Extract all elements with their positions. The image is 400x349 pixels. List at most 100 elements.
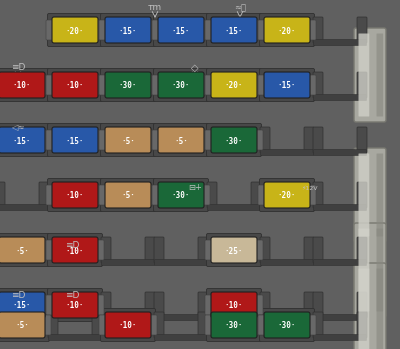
FancyBboxPatch shape: [0, 205, 48, 210]
Text: ·15·: ·15·: [225, 27, 243, 36]
FancyBboxPatch shape: [0, 315, 1, 335]
FancyBboxPatch shape: [46, 20, 54, 40]
FancyBboxPatch shape: [96, 240, 104, 260]
Text: ·30·: ·30·: [225, 136, 243, 146]
FancyBboxPatch shape: [154, 334, 208, 341]
FancyBboxPatch shape: [0, 237, 45, 263]
FancyBboxPatch shape: [251, 182, 261, 208]
FancyBboxPatch shape: [0, 233, 50, 267]
FancyBboxPatch shape: [96, 20, 104, 40]
FancyBboxPatch shape: [314, 95, 366, 101]
FancyBboxPatch shape: [154, 68, 208, 102]
FancyBboxPatch shape: [154, 260, 208, 266]
FancyBboxPatch shape: [357, 72, 367, 98]
FancyBboxPatch shape: [99, 20, 107, 40]
FancyBboxPatch shape: [260, 292, 270, 318]
Text: ·10·: ·10·: [66, 246, 84, 255]
FancyBboxPatch shape: [101, 237, 111, 263]
FancyBboxPatch shape: [258, 185, 266, 205]
FancyBboxPatch shape: [304, 292, 314, 318]
FancyBboxPatch shape: [211, 17, 257, 43]
FancyBboxPatch shape: [357, 292, 367, 318]
Text: ·30·: ·30·: [225, 321, 243, 331]
FancyBboxPatch shape: [258, 75, 266, 95]
FancyBboxPatch shape: [0, 312, 45, 338]
Text: ·5·: ·5·: [15, 246, 29, 255]
FancyBboxPatch shape: [100, 124, 156, 156]
FancyBboxPatch shape: [211, 312, 257, 338]
FancyBboxPatch shape: [46, 295, 54, 315]
FancyBboxPatch shape: [154, 178, 208, 211]
FancyBboxPatch shape: [46, 240, 54, 260]
FancyBboxPatch shape: [202, 20, 210, 40]
FancyBboxPatch shape: [205, 295, 213, 315]
Text: ᴛm: ᴛm: [148, 3, 162, 13]
Text: ·20·: ·20·: [66, 27, 84, 36]
FancyBboxPatch shape: [99, 185, 107, 205]
FancyBboxPatch shape: [313, 312, 323, 338]
FancyBboxPatch shape: [255, 240, 263, 260]
FancyBboxPatch shape: [354, 148, 386, 242]
FancyBboxPatch shape: [46, 185, 54, 205]
FancyBboxPatch shape: [152, 20, 160, 40]
FancyBboxPatch shape: [207, 182, 217, 208]
FancyBboxPatch shape: [0, 182, 5, 208]
FancyBboxPatch shape: [304, 127, 314, 153]
FancyBboxPatch shape: [48, 312, 58, 338]
FancyBboxPatch shape: [313, 182, 323, 208]
FancyBboxPatch shape: [260, 149, 314, 156]
Text: ·30·: ·30·: [172, 82, 190, 90]
Text: ·15·: ·15·: [13, 136, 31, 146]
FancyBboxPatch shape: [105, 127, 151, 153]
FancyBboxPatch shape: [43, 130, 51, 150]
FancyBboxPatch shape: [258, 315, 266, 335]
FancyBboxPatch shape: [99, 130, 107, 150]
FancyBboxPatch shape: [0, 240, 1, 260]
Text: ·5·: ·5·: [121, 192, 135, 200]
FancyBboxPatch shape: [101, 292, 111, 318]
FancyBboxPatch shape: [145, 237, 155, 263]
FancyBboxPatch shape: [205, 315, 213, 335]
FancyBboxPatch shape: [255, 75, 263, 95]
FancyBboxPatch shape: [376, 34, 383, 117]
FancyBboxPatch shape: [206, 14, 262, 46]
FancyBboxPatch shape: [255, 130, 263, 150]
FancyBboxPatch shape: [149, 185, 157, 205]
Text: ·15·: ·15·: [172, 27, 190, 36]
Text: ·20·: ·20·: [278, 192, 296, 200]
FancyBboxPatch shape: [202, 185, 210, 205]
FancyBboxPatch shape: [358, 34, 369, 117]
FancyBboxPatch shape: [357, 237, 367, 263]
FancyBboxPatch shape: [0, 72, 45, 98]
Text: ·5·: ·5·: [121, 136, 135, 146]
FancyBboxPatch shape: [260, 14, 314, 46]
FancyBboxPatch shape: [358, 229, 369, 312]
Text: ·15·: ·15·: [66, 136, 84, 146]
FancyBboxPatch shape: [0, 309, 50, 342]
FancyBboxPatch shape: [198, 312, 208, 338]
Text: ⊟+: ⊟+: [188, 184, 202, 193]
FancyBboxPatch shape: [0, 75, 1, 95]
FancyBboxPatch shape: [96, 185, 104, 205]
FancyBboxPatch shape: [314, 334, 366, 341]
FancyBboxPatch shape: [0, 292, 45, 318]
FancyBboxPatch shape: [308, 75, 316, 95]
FancyBboxPatch shape: [202, 130, 210, 150]
FancyBboxPatch shape: [314, 260, 366, 266]
Text: ⚡12V: ⚡12V: [302, 186, 318, 191]
Text: ·15·: ·15·: [13, 302, 31, 311]
Text: ·20·: ·20·: [225, 82, 243, 90]
FancyBboxPatch shape: [100, 178, 156, 211]
FancyBboxPatch shape: [198, 237, 208, 263]
FancyBboxPatch shape: [0, 130, 1, 150]
FancyBboxPatch shape: [264, 17, 310, 43]
FancyBboxPatch shape: [357, 17, 367, 43]
FancyBboxPatch shape: [198, 292, 208, 318]
FancyBboxPatch shape: [260, 314, 314, 320]
FancyBboxPatch shape: [206, 233, 262, 267]
Text: ≡D: ≡D: [65, 240, 79, 250]
FancyBboxPatch shape: [206, 309, 262, 342]
FancyBboxPatch shape: [158, 182, 204, 208]
FancyBboxPatch shape: [39, 182, 49, 208]
FancyBboxPatch shape: [100, 309, 156, 342]
